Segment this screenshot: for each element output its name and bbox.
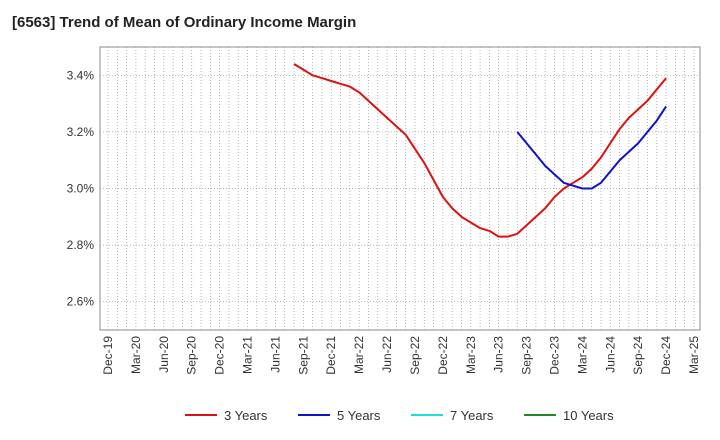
x-tick-label: Sep-21 [296, 336, 310, 375]
y-tick-label: 2.6% [67, 295, 95, 309]
x-tick-label: Dec-20 [213, 336, 227, 375]
x-tick-label: Sep-22 [408, 336, 422, 375]
x-tick-label: Sep-24 [631, 336, 645, 375]
chart-title: [6563] Trend of Mean of Ordinary Income … [12, 14, 357, 31]
x-tick-label: Mar-25 [687, 336, 701, 374]
x-tick-label: Dec-22 [436, 336, 450, 375]
grid-lines [100, 47, 700, 330]
series-lines [293, 63, 667, 238]
legend-label: 7 Years [450, 408, 494, 423]
x-tick-label: Mar-21 [241, 336, 255, 374]
x-tick-label: Mar-22 [352, 336, 366, 374]
x-tick-label: Mar-23 [464, 336, 478, 374]
legend: 3 Years 5 Years 7 Years 10 Years [185, 408, 614, 423]
x-tick-label: Sep-20 [185, 336, 199, 375]
x-tick-label: Dec-23 [547, 336, 561, 375]
x-tick-label: Dec-24 [659, 336, 673, 375]
x-tick-label: Dec-21 [324, 336, 338, 375]
y-tick-label: 2.8% [67, 238, 95, 252]
x-axis-ticks: Dec-19 Mar-20 Jun-20 Sep-20 Dec-20 Mar-21 Jun-… [101, 336, 701, 375]
x-tick-label: Mar-24 [575, 336, 589, 374]
y-axis-ticks: 2.6% 2.8% 3.0% 3.2% 3.4% [67, 68, 95, 308]
x-tick-label: Jun-23 [492, 336, 506, 373]
legend-label: 5 Years [337, 408, 381, 423]
x-tick-label: Jun-22 [380, 336, 394, 373]
legend-label: 10 Years [563, 408, 614, 423]
x-tick-label: Dec-19 [101, 336, 115, 375]
y-tick-label: 3.0% [67, 182, 95, 196]
series-line-3-years [293, 63, 667, 238]
x-tick-label: Jun-20 [157, 336, 171, 373]
y-tick-label: 3.2% [67, 125, 95, 139]
x-tick-label: Mar-20 [129, 336, 143, 374]
x-tick-label: Sep-23 [520, 336, 534, 375]
series-line-5-years [516, 105, 667, 190]
legend-label: 3 Years [224, 408, 268, 423]
x-tick-label: Jun-24 [603, 336, 617, 373]
x-tick-label: Jun-21 [268, 336, 282, 373]
y-tick-label: 3.4% [67, 68, 95, 82]
